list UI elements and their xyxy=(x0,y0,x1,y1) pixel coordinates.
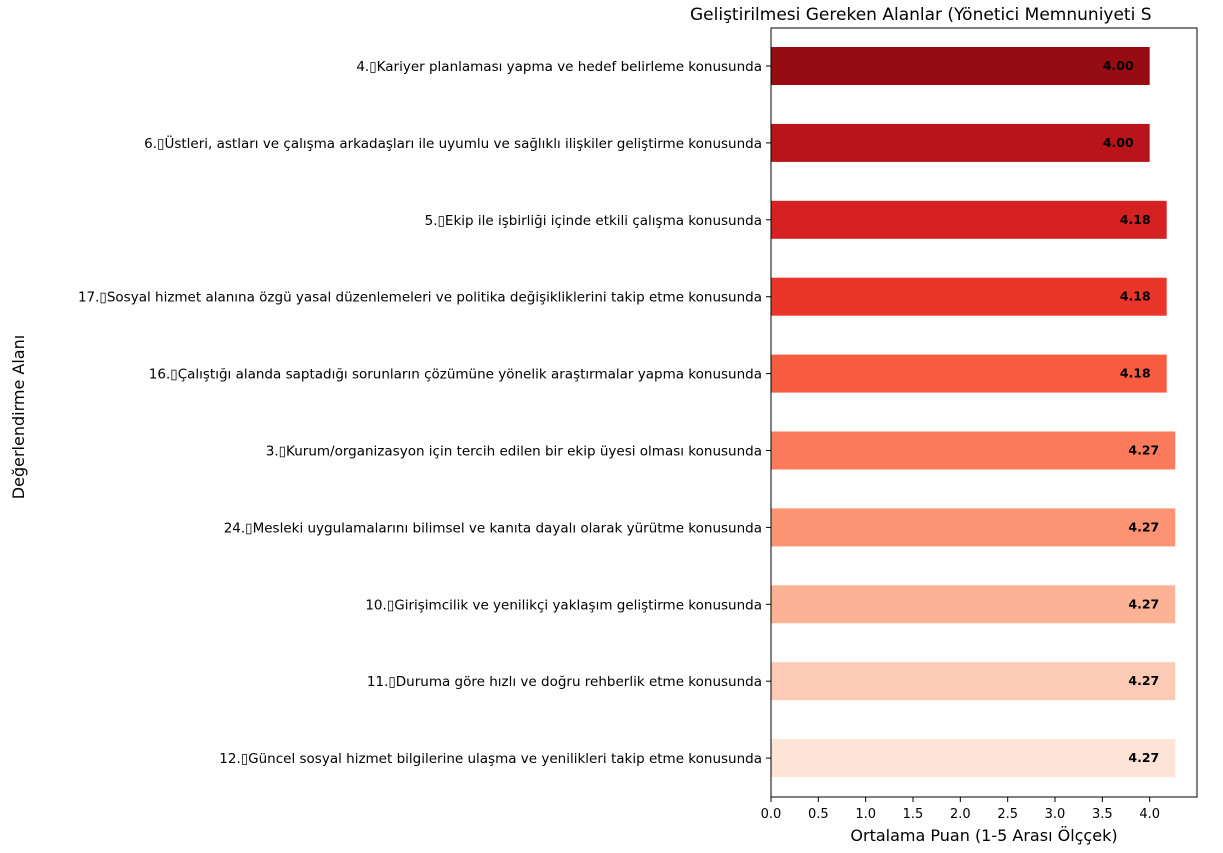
category-label: 11.▯Duruma göre hızlı ve doğru rehberlik… xyxy=(367,674,762,690)
category-label: 16.▯Çalıştığı alanda saptadığı sorunları… xyxy=(149,367,762,383)
category-label: 12.▯Güncel sosyal hizmet bilgilerine ula… xyxy=(219,751,762,767)
x-tick-label: 2.0 xyxy=(950,807,971,822)
chart-title: Geliştirilmesi Gereken Alanlar (Yönetici… xyxy=(690,5,1152,25)
x-tick-label: 4.0 xyxy=(1139,807,1160,822)
bar-value-label: 4.27 xyxy=(1128,519,1159,534)
bar-value-label: 4.00 xyxy=(1103,58,1134,73)
bar xyxy=(771,585,1176,624)
bar-value-label: 4.18 xyxy=(1120,212,1151,227)
bar xyxy=(771,277,1167,316)
x-axis-ticks: 0.0 0.5 1.0 1.5 2.0 2.5 3.0 3.5 4.0 xyxy=(761,797,1160,822)
x-tick-label: 1.5 xyxy=(903,807,924,822)
bar-value-label: 4.18 xyxy=(1120,289,1151,304)
bar xyxy=(771,123,1150,162)
bar-value-label: 4.27 xyxy=(1128,750,1159,765)
bar xyxy=(771,662,1176,701)
category-label: 3.▯Kurum/organizasyon için tercih edilen… xyxy=(266,444,762,460)
category-label: 24.▯Mesleki uygulamalarını bilimsel ve k… xyxy=(224,520,762,536)
bar-value-label: 4.18 xyxy=(1120,366,1151,381)
x-tick-label: 3.0 xyxy=(1045,807,1066,822)
bar xyxy=(771,431,1176,470)
y-axis-title: Değerlendirme Alanı xyxy=(9,335,28,499)
category-label: 6.▯Üstleri, astları ve çalışma arkadaşla… xyxy=(144,134,762,152)
x-tick-label: 0.0 xyxy=(761,807,782,822)
x-axis-title: Ortalama Puan (1-5 Arası Ölççek) xyxy=(850,826,1117,845)
bar xyxy=(771,200,1167,239)
bar-value-label: 4.27 xyxy=(1128,673,1159,688)
plot-area-frame xyxy=(770,27,1198,798)
bar-value-label: 4.00 xyxy=(1103,135,1134,150)
x-tick-label: 3.5 xyxy=(1092,807,1113,822)
x-tick-label: 2.5 xyxy=(997,807,1018,822)
x-tick-label: 0.5 xyxy=(808,807,829,822)
bar xyxy=(771,354,1167,393)
bar xyxy=(771,739,1176,778)
bar xyxy=(771,47,1150,85)
bar-value-label: 4.27 xyxy=(1128,596,1159,611)
category-labels: 4.▯Kariyer planlaması yapma ve hedef bel… xyxy=(78,59,771,767)
category-label: 4.▯Kariyer planlaması yapma ve hedef bel… xyxy=(356,59,762,75)
bars-group xyxy=(771,47,1176,778)
x-tick-label: 1.0 xyxy=(855,807,876,822)
category-label: 17.▯Sosyal hizmet alanına özgü yasal düz… xyxy=(78,290,762,306)
category-label: 5.▯Ekip ile işbirliği içinde etkili çalı… xyxy=(425,213,762,229)
bar xyxy=(771,508,1176,547)
bar-value-label: 4.27 xyxy=(1128,443,1159,458)
value-labels: 4.00 4.00 4.18 4.18 4.18 4.27 4.27 4.27 4.27 4.27 xyxy=(1103,58,1159,765)
category-label: 10.▯Girişimcilik ve yenilikçi yaklaşım g… xyxy=(365,597,762,613)
